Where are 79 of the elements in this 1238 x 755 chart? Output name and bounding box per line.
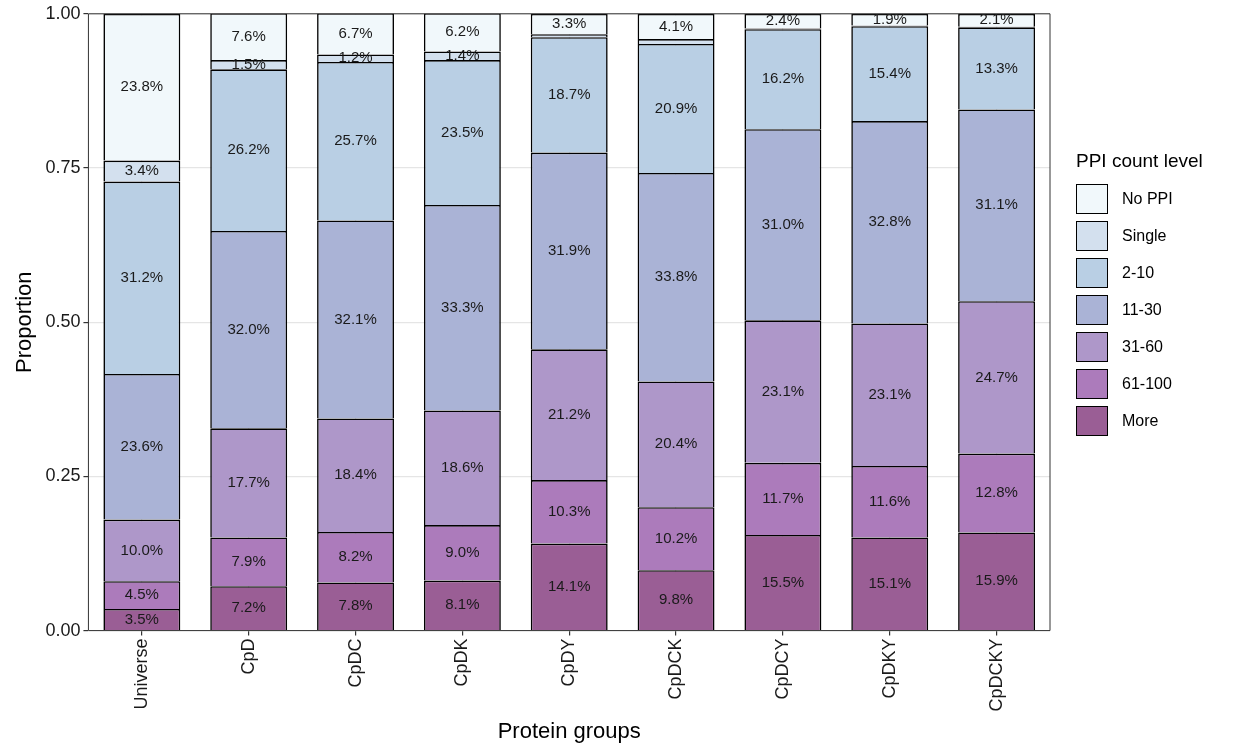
- data-label: 24.7%: [975, 367, 1018, 385]
- data-label: 16.2%: [761, 69, 805, 87]
- x-tick-label: CpDC: [344, 638, 365, 688]
- data-label: 4.5%: [124, 585, 159, 603]
- y-tick-label: 0.50: [45, 311, 81, 332]
- y-tick-label: 0.25: [45, 465, 81, 486]
- y-tick-label: 1.00: [45, 2, 81, 23]
- x-tick-label: CpDKY: [878, 638, 899, 699]
- data-label: 11.6%: [869, 491, 911, 509]
- y-tick-label: 0.75: [45, 156, 81, 177]
- y-axis-title: Proportion: [11, 271, 37, 373]
- legend-label: Single: [1122, 226, 1167, 245]
- data-label: 7.9%: [231, 551, 266, 569]
- data-label: 21.2%: [547, 404, 591, 422]
- data-label: 15.5%: [761, 572, 805, 590]
- data-label: 7.6%: [231, 26, 266, 44]
- y-tick-label: 0.00: [45, 619, 81, 640]
- data-label: 20.9%: [654, 98, 698, 116]
- data-label: 31.0%: [761, 214, 805, 232]
- x-axis-title: Protein groups: [497, 717, 641, 743]
- data-label: 25.7%: [334, 131, 377, 149]
- data-label: 11.7%: [762, 489, 804, 507]
- x-tick-label: CpDCK: [665, 638, 686, 700]
- data-label: 7.2%: [231, 598, 266, 616]
- data-label: 23.1%: [868, 384, 912, 402]
- data-label: 32.8%: [868, 212, 912, 230]
- data-label: 32.1%: [334, 309, 377, 327]
- data-label: 18.4%: [334, 465, 377, 483]
- data-label: 15.1%: [868, 573, 912, 591]
- legend-label: 61-100: [1122, 374, 1172, 393]
- data-label: 14.1%: [547, 576, 591, 594]
- data-label: 8.1%: [445, 595, 480, 613]
- x-tick-label: CpDK: [451, 638, 472, 687]
- legend-label: 11-30: [1122, 300, 1162, 319]
- data-label: 2.1%: [979, 10, 1014, 28]
- data-label: 3.3%: [552, 14, 587, 32]
- data-label: 31.1%: [975, 195, 1018, 213]
- data-label: 32.0%: [227, 319, 270, 337]
- x-tick-label: CpDY: [558, 638, 579, 687]
- legend-label: More: [1122, 411, 1159, 430]
- data-label: 3.4%: [124, 161, 159, 179]
- x-tick-label: CpD: [237, 638, 258, 675]
- data-label: 4.1%: [658, 16, 694, 34]
- data-label: 9.0%: [445, 543, 480, 561]
- data-label: 33.3%: [441, 297, 484, 315]
- data-label: 15.9%: [975, 571, 1018, 589]
- data-label: 18.6%: [441, 457, 484, 475]
- data-label: 15.4%: [868, 63, 912, 81]
- data-label: 23.5%: [441, 122, 484, 140]
- data-label: 13.3%: [975, 58, 1018, 76]
- data-label: 7.8%: [338, 596, 373, 614]
- data-label: 10.3%: [547, 501, 591, 519]
- data-label: 23.6%: [120, 436, 164, 454]
- data-label: 33.8%: [654, 267, 698, 285]
- data-label: 17.7%: [227, 473, 270, 490]
- data-label: 6.7%: [338, 23, 373, 41]
- legend-title: PPI count level: [1076, 150, 1203, 172]
- x-tick-label: Universe: [130, 638, 151, 710]
- data-label: 23.8%: [120, 77, 164, 95]
- legend-label: 31-60: [1122, 337, 1163, 356]
- text: No PPI: [1122, 189, 1173, 208]
- legend-label: 2-10: [1122, 263, 1155, 282]
- data-label: 2.4%: [765, 11, 800, 29]
- x-tick-label: CpDCY: [771, 638, 792, 700]
- data-label: 31.2%: [120, 267, 164, 285]
- data-label: 23.1%: [761, 381, 805, 399]
- data-label: 1.9%: [872, 9, 907, 27]
- data-label: 10.2%: [654, 528, 698, 546]
- data-label: 6.2%: [445, 22, 480, 40]
- data-label: 9.8%: [658, 590, 694, 608]
- data-label: 12.8%: [975, 483, 1018, 501]
- data-label: 10.0%: [120, 540, 164, 558]
- data-label: 18.7%: [547, 85, 591, 103]
- data-label: 3.5%: [124, 609, 159, 627]
- data-label: 31.9%: [547, 241, 591, 259]
- data-label: 26.2%: [227, 140, 270, 158]
- data-label: 20.4%: [654, 434, 698, 452]
- data-label: 8.2%: [338, 547, 373, 565]
- x-tick-label: CpDCKY: [985, 638, 1006, 712]
